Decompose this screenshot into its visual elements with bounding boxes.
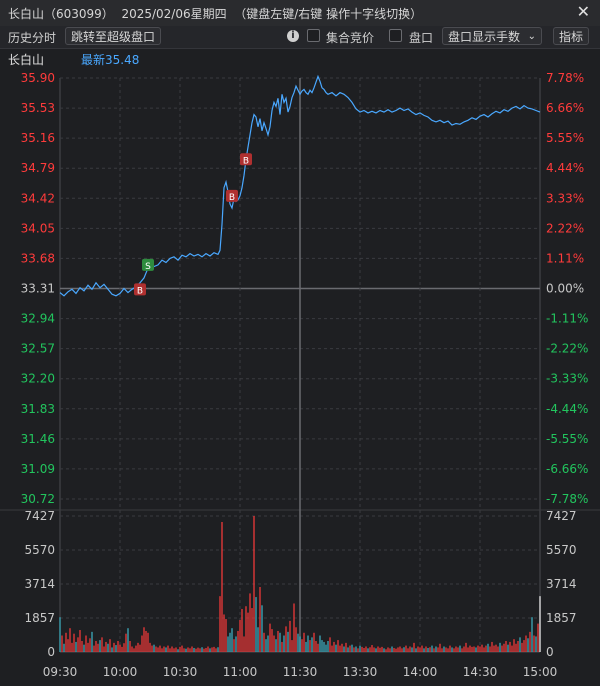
time-tick-label: 10:00	[103, 665, 138, 679]
pct-tick-label: 5.55%	[546, 131, 584, 145]
panel-label: 盘口	[409, 31, 434, 45]
volume-tick-label-right: 1857	[546, 611, 577, 625]
pct-tick-label: 1.11%	[546, 251, 584, 265]
auction-checkbox[interactable]	[307, 29, 320, 42]
volume-tick-label: 3714	[24, 577, 55, 591]
indicator-button[interactable]: 指标	[553, 27, 590, 45]
volume-tick-label: 0	[47, 645, 55, 659]
price-tick-label: 32.20	[21, 372, 55, 386]
pct-tick-label: -5.55%	[546, 432, 588, 446]
time-tick-label: 09:30	[43, 665, 78, 679]
volume-tick-label-right: 7427	[546, 509, 577, 523]
pct-tick-label: 4.44%	[546, 161, 584, 175]
time-tick-label: 14:00	[403, 665, 438, 679]
pct-tick-label: 0.00%	[546, 282, 584, 296]
time-tick-label: 14:30	[463, 665, 498, 679]
close-icon[interactable]: ✕	[576, 2, 590, 21]
time-tick-label: 11:00	[223, 665, 258, 679]
price-line	[59, 74, 541, 297]
volume-tick-label: 7427	[24, 509, 55, 523]
title-bar: 长白山（603099） 2025/02/06星期四 （键盘左键/右键 操作十字线…	[0, 0, 600, 27]
time-tick-label: 13:30	[343, 665, 378, 679]
price-tick-label: 31.83	[21, 402, 55, 416]
stock-name: 长白山	[8, 53, 45, 67]
pct-tick-label: -3.33%	[546, 372, 588, 386]
pct-tick-label: -1.11%	[546, 312, 588, 326]
time-tick-label: 10:30	[163, 665, 198, 679]
time-tick-label: 15:00	[523, 665, 558, 679]
volume-tick-label-right: 3714	[546, 577, 577, 591]
window-title: 长白山（603099） 2025/02/06星期四 （键盘左键/右键 操作十字线…	[8, 7, 423, 21]
buy-marker: B	[240, 153, 252, 166]
price-tick-label: 35.53	[21, 101, 55, 115]
info-icon[interactable]: i	[287, 30, 299, 42]
marker-label: B	[137, 286, 143, 296]
sell-marker: S	[142, 258, 154, 272]
toolbar: 历史分时 跳转至超级盘口 i 集合竞价 盘口 盘口显示手数 ⌄ 指标	[0, 26, 600, 49]
marker-label: B	[243, 156, 249, 166]
marker-box	[142, 258, 154, 271]
price-tick-label: 33.68	[21, 251, 55, 265]
price-tick-label: 30.72	[21, 492, 55, 506]
time-tick-label: 11:30	[283, 665, 318, 679]
panel-display-select-label: 盘口显示手数	[448, 30, 521, 44]
pct-tick-label: -6.66%	[546, 462, 588, 476]
price-tick-label: 35.16	[21, 131, 55, 145]
panel-checkbox[interactable]	[389, 29, 402, 42]
price-tick-label: 31.09	[21, 462, 55, 476]
buy-marker: B	[226, 189, 238, 203]
marker-label: B	[229, 193, 235, 203]
price-tick-label: 33.31	[21, 282, 55, 296]
chevron-down-icon: ⌄	[527, 31, 536, 42]
volume-tick-label-right: 0	[546, 645, 554, 659]
price-tick-label: 32.57	[21, 342, 55, 356]
pct-tick-label: 6.66%	[546, 101, 584, 115]
price-tick-label: 34.79	[21, 161, 55, 175]
pct-tick-label: 3.33%	[546, 191, 584, 205]
volume-tick-label-right: 5570	[546, 543, 577, 557]
marker-box	[134, 283, 146, 296]
jump-super-panel-button[interactable]: 跳转至超级盘口	[65, 27, 162, 45]
stock-subheader: 长白山 最新35.48	[0, 48, 600, 68]
history-timeshare-label[interactable]: 历史分时	[8, 31, 57, 45]
marker-label: S	[145, 262, 151, 272]
volume-tick-label: 5570	[24, 543, 55, 557]
price-tick-label: 34.05	[21, 221, 55, 235]
price-tick-label: 31.46	[21, 432, 55, 446]
price-tick-label: 35.90	[21, 71, 55, 85]
panel-display-select[interactable]: 盘口显示手数 ⌄	[442, 27, 542, 45]
pct-tick-label: -4.44%	[546, 402, 588, 416]
marker-box	[240, 153, 252, 166]
pct-tick-label: -2.22%	[546, 342, 588, 356]
pct-tick-label: 7.78%	[546, 71, 584, 85]
buy-marker: B	[134, 283, 146, 296]
marker-box	[226, 189, 238, 202]
pct-tick-label: 2.22%	[546, 221, 584, 235]
volume-tick-label: 1857	[24, 611, 55, 625]
pct-tick-label: -7.78%	[546, 492, 588, 506]
price-tick-label: 34.42	[21, 191, 55, 205]
auction-label: 集合竞价	[326, 31, 375, 45]
latest-price: 最新35.48	[81, 53, 140, 67]
price-tick-label: 32.94	[21, 312, 55, 326]
